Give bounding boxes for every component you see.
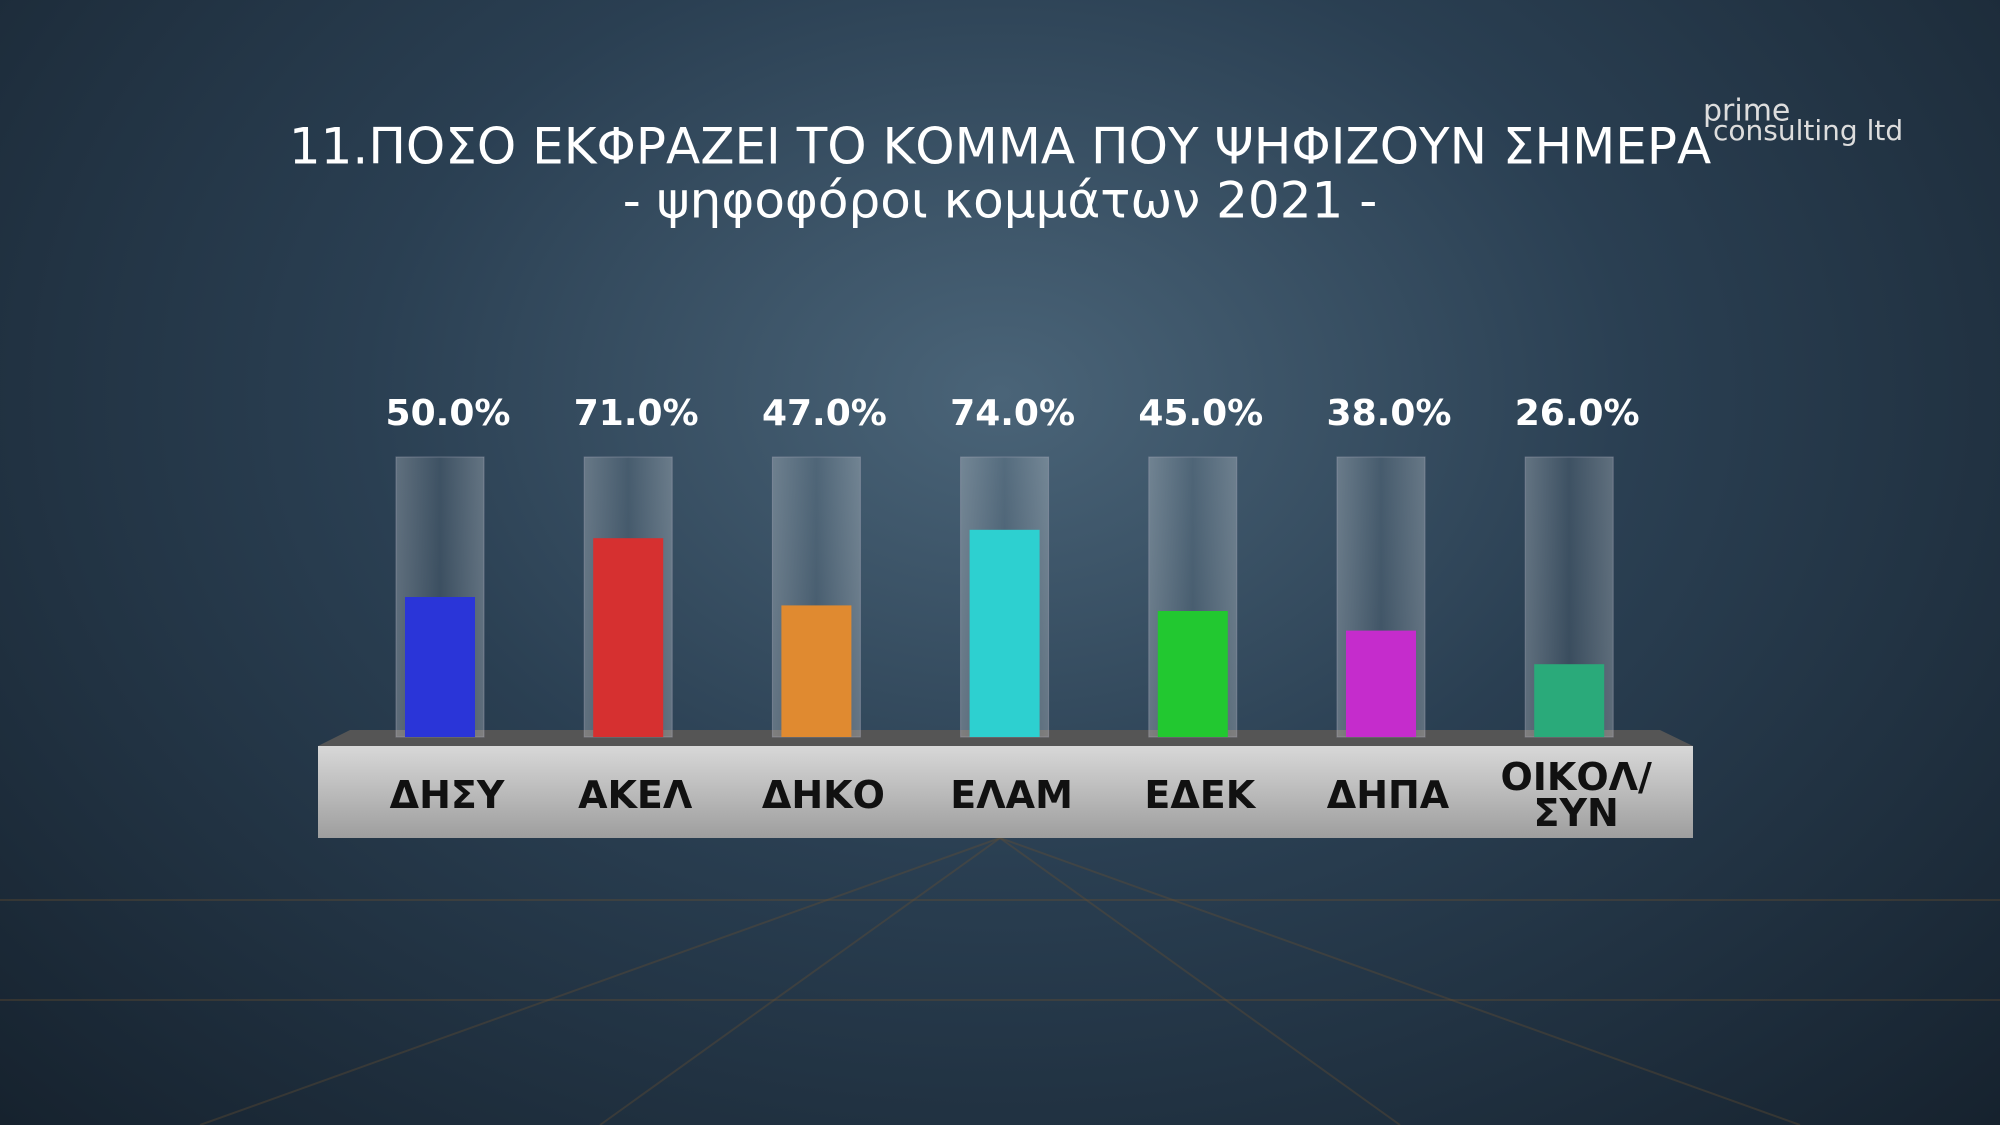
bar — [969, 529, 1040, 737]
logo-line: prime — [1703, 94, 1790, 129]
chart-title: 11.ΠΟΣΟ ΕΚΦΡΑΖΕΙ ΤΟ ΚΟΜΜΑ ΠΟΥ ΨΗΦΙΖΟΥΝ Σ… — [289, 118, 1711, 176]
value-label: 45.0% — [1138, 393, 1263, 434]
logo-line: consulting ltd — [1713, 114, 1903, 147]
category-label: ΔΗΣΥ — [389, 773, 505, 817]
value-label: 38.0% — [1327, 393, 1452, 434]
bar — [405, 597, 475, 737]
platform — [318, 746, 1693, 838]
floor — [0, 837, 2000, 1125]
bar — [781, 605, 852, 737]
category-label: ΕΛΑΜ — [950, 773, 1073, 817]
value-label: 71.0% — [574, 393, 699, 434]
category-label: ΟΙΚΟΛ/ ΣΥΝ — [1500, 755, 1652, 835]
bar — [593, 538, 664, 737]
category-label: ΔΗΚΟ — [761, 773, 885, 817]
value-label: 74.0% — [950, 393, 1075, 434]
value-label: 47.0% — [762, 393, 887, 434]
category-label: ΔΗΠΑ — [1326, 773, 1450, 817]
chart-subtitle: - ψηφοφόροι κομμάτων 2021 - — [623, 172, 1378, 230]
value-label: 26.0% — [1515, 393, 1640, 434]
bar — [1157, 611, 1228, 737]
bar — [1534, 664, 1605, 737]
value-label: 50.0% — [386, 393, 511, 434]
category-label: ΕΔΕΚ — [1144, 773, 1256, 817]
bar — [1346, 630, 1416, 737]
category-label: ΑΚΕΛ — [578, 773, 693, 817]
